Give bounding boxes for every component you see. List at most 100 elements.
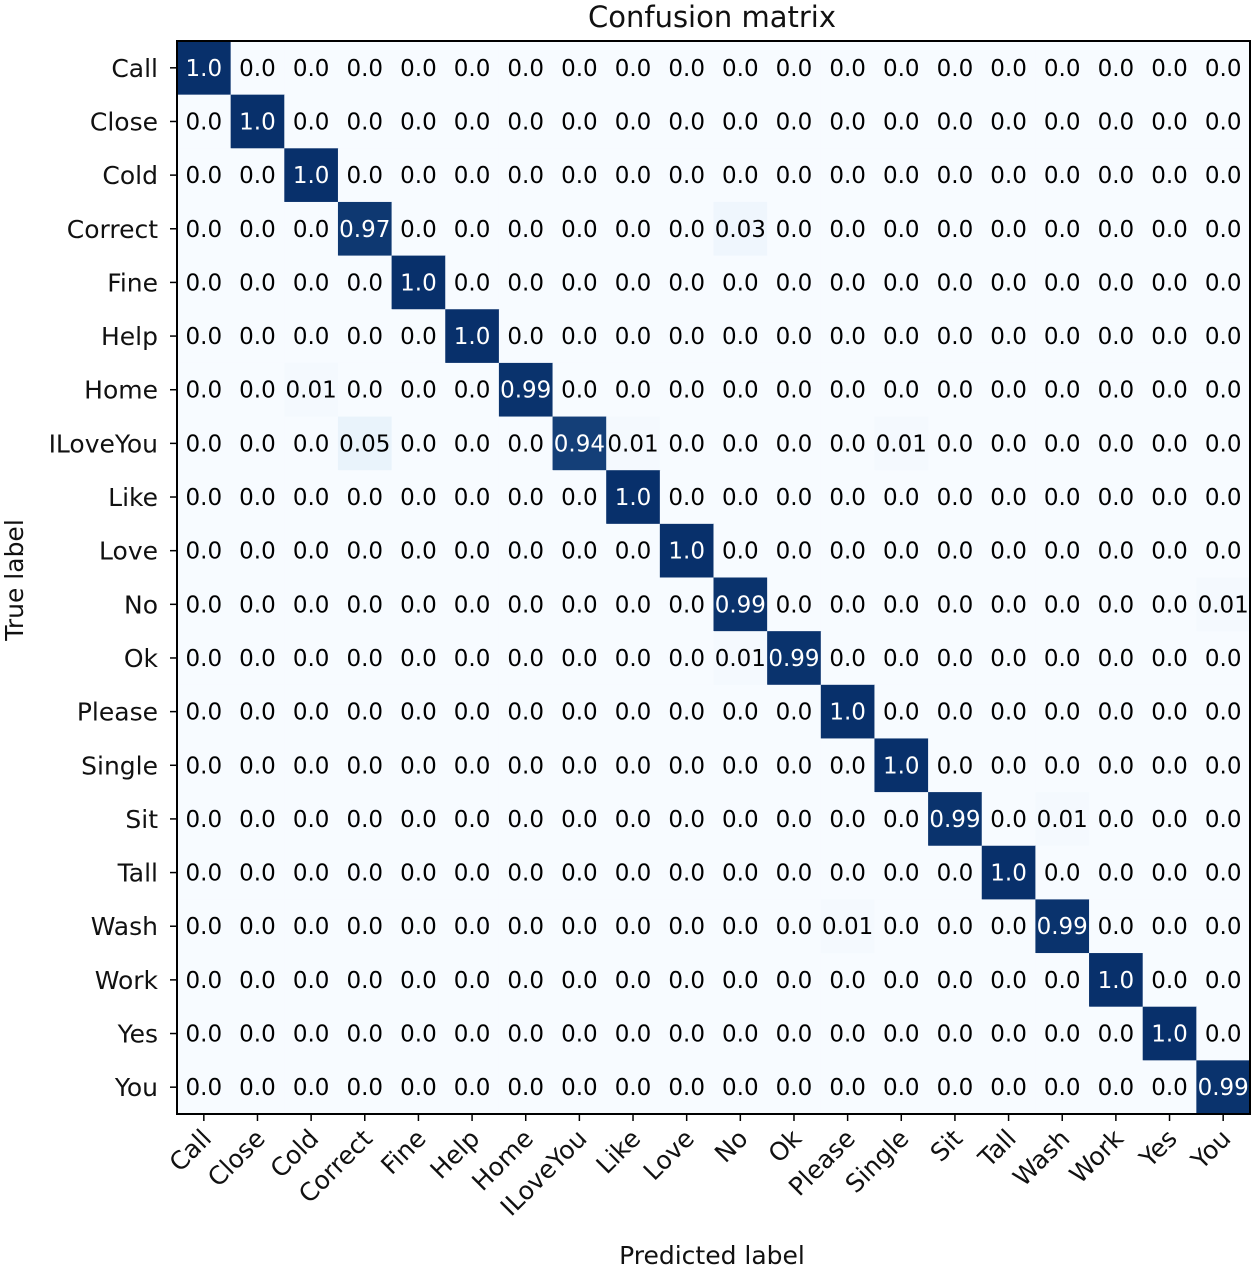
cell-value-label: 0.0 — [776, 324, 813, 350]
cell-value-label: 0.99 — [1198, 1075, 1249, 1101]
cell-value-label: 0.0 — [561, 1022, 598, 1048]
heatmap-cell — [552, 1006, 607, 1061]
cell-value-label: 0.0 — [937, 753, 974, 779]
cell-value-label: 0.0 — [937, 485, 974, 511]
cell-value-label: 0.0 — [1098, 431, 1135, 457]
heatmap-cell — [1035, 416, 1090, 471]
heatmap-cell — [874, 470, 929, 525]
heatmap-cell — [928, 148, 983, 203]
heatmap-cell — [230, 1006, 285, 1061]
heatmap-cell — [767, 255, 822, 310]
heatmap-cell — [1196, 470, 1251, 525]
cell-value-label: 0.0 — [1151, 109, 1188, 135]
x-axis: CallCloseColdCorrectFineHelpHomeILoveYou… — [164, 1114, 1236, 1222]
cell-value-label: 0.0 — [454, 109, 491, 135]
heatmap-cell — [498, 309, 554, 364]
heatmap-cell — [928, 309, 983, 364]
heatmap-cell — [1142, 470, 1197, 525]
heatmap-cell — [230, 470, 285, 525]
heatmap-cell — [445, 577, 500, 632]
cell-value-label: 0.0 — [400, 968, 437, 994]
heatmap-cell — [1089, 684, 1144, 740]
heatmap-cell — [337, 738, 393, 793]
cell-value-label: 0.0 — [776, 270, 813, 296]
cell-value-label: 0.01 — [1198, 592, 1249, 618]
cell-value-label: 0.0 — [776, 217, 813, 243]
heatmap-cell — [659, 1006, 715, 1061]
heatmap-cell — [337, 201, 393, 257]
heatmap-cell — [820, 309, 876, 364]
cell-value-label: 0.0 — [615, 700, 652, 726]
cell-value-label: 0.0 — [293, 109, 330, 135]
cell-value-label: 0.0 — [186, 431, 223, 457]
heatmap-cell — [1089, 41, 1144, 96]
heatmap-cell — [230, 792, 285, 847]
cell-value-label: 0.0 — [668, 217, 705, 243]
heatmap-cell — [1142, 41, 1197, 96]
cell-value-label: 0.0 — [1044, 539, 1081, 565]
cell-value-label: 0.0 — [883, 914, 920, 940]
cell-value-label: 0.0 — [1205, 109, 1242, 135]
cell-value-label: 0.0 — [293, 539, 330, 565]
cell-value-label: 0.0 — [937, 217, 974, 243]
heatmap-cell — [767, 738, 822, 793]
cell-value-label: 0.0 — [937, 56, 974, 82]
cell-value-label: 0.0 — [561, 324, 598, 350]
cell-value-label: 1.0 — [668, 539, 705, 565]
heatmap-cell-labels: 1.0 0.0 0.0 0.0 0.0 0.0 0.0 0.0 0.0 0.0 0.0 0.0 0.0 0… — [186, 56, 1249, 1101]
heatmap-cell — [1035, 1060, 1090, 1115]
heatmap-cell — [659, 416, 715, 471]
heatmap-cell — [713, 1060, 768, 1115]
cell-value-label: 0.0 — [346, 485, 383, 511]
heatmap-cell — [928, 255, 983, 310]
cell-value-label: 0.0 — [186, 807, 223, 833]
heatmap-cell — [177, 362, 232, 418]
heatmap-cell — [713, 201, 768, 257]
cell-value-label: 0.0 — [186, 539, 223, 565]
y-tick-label: You — [114, 1073, 158, 1102]
cell-value-label: 0.0 — [883, 324, 920, 350]
heatmap-cell — [713, 953, 768, 1008]
cell-value-label: 0.0 — [1044, 861, 1081, 887]
heatmap-cell — [337, 148, 393, 203]
cell-value-label: 0.0 — [1151, 217, 1188, 243]
cell-value-label: 0.0 — [507, 700, 544, 726]
cell-value-label: 0.0 — [400, 109, 437, 135]
heatmap-cell — [391, 309, 446, 364]
heatmap-cell — [177, 631, 232, 686]
cell-value-label: 0.0 — [990, 968, 1027, 994]
cell-value-label: 0.0 — [293, 431, 330, 457]
heatmap-cell — [177, 41, 232, 96]
cell-value-label: 0.0 — [615, 378, 652, 404]
heatmap-cell — [981, 899, 1036, 954]
heatmap-cell — [1142, 792, 1197, 847]
heatmap-cell — [981, 953, 1036, 1008]
cell-value-label: 0.0 — [883, 1022, 920, 1048]
heatmap-cell — [1035, 255, 1090, 310]
cell-value-label: 0.0 — [561, 485, 598, 511]
cell-value-label: 0.0 — [239, 163, 276, 189]
heatmap-cell — [928, 470, 983, 525]
x-tick-label: Wash — [1007, 1124, 1075, 1192]
cell-value-label: 0.0 — [186, 592, 223, 618]
heatmap-cell — [606, 255, 661, 310]
cell-value-label: 0.0 — [1044, 1022, 1081, 1048]
cell-value-label: 0.0 — [186, 270, 223, 296]
cell-value-label: 0.0 — [346, 914, 383, 940]
heatmap-cell — [767, 899, 822, 954]
cell-value-label: 0.0 — [239, 968, 276, 994]
heatmap-cell — [820, 738, 876, 793]
cell-value-label: 0.0 — [883, 56, 920, 82]
cell-value-label: 0.0 — [561, 109, 598, 135]
heatmap-cell — [820, 899, 876, 954]
heatmap-cell — [981, 470, 1036, 525]
heatmap-cell — [1142, 845, 1197, 900]
cell-value-label: 0.0 — [1098, 753, 1135, 779]
heatmap-cell — [928, 845, 983, 900]
x-tick-label: Close — [202, 1124, 271, 1193]
heatmap-cell — [552, 416, 607, 471]
heatmap-cell — [552, 41, 607, 96]
heatmap-cell — [1196, 362, 1251, 418]
cell-value-label: 0.0 — [1151, 324, 1188, 350]
cell-value-label: 0.0 — [883, 592, 920, 618]
